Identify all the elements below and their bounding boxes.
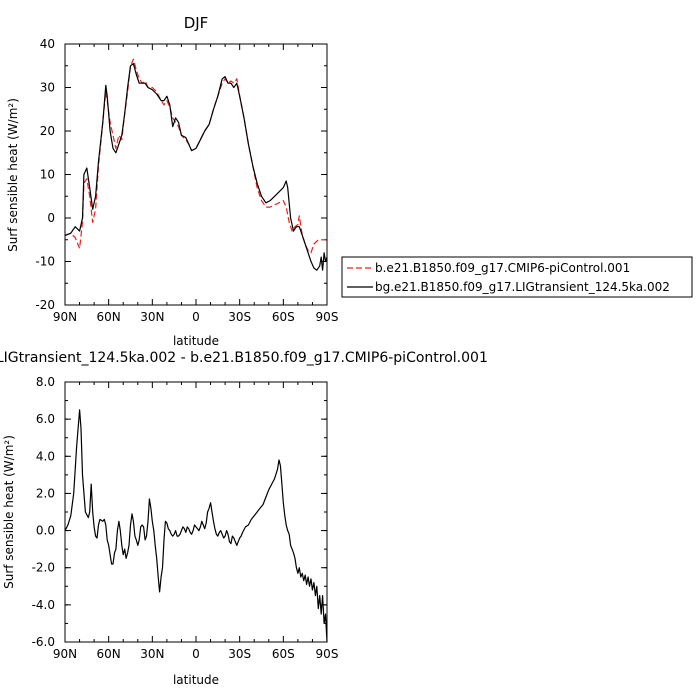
ticks-bottom: 90N 60N 30N 0 30S 60S 90S -6.0 -4.0 -2.0 0.0 2.0 4.0…: [32, 375, 339, 661]
y-tick-label-bottom: 0.0: [36, 524, 55, 538]
y-tick-label-top: 40: [40, 37, 55, 51]
x-tick-label-top: 90S: [316, 310, 339, 324]
x-tick-label-bottom: 90S: [316, 647, 339, 661]
y-tick-label-bottom: 6.0: [36, 412, 55, 426]
y-tick-label-top: -10: [35, 255, 55, 269]
series-line-top-1: [64, 58, 327, 254]
x-tick-label-bottom: 60S: [272, 647, 295, 661]
y-tick-label-bottom: -2.0: [32, 561, 55, 575]
y-axis-label-top: Surf sensible heat (W/m²): [6, 98, 20, 252]
plot-frame-bottom: [64, 381, 328, 643]
ticks-top: 90N 60N 30N 0 30S 60S 90S -20 -10 0 10 20 30 40: [35, 37, 338, 324]
lines-bottom: [64, 409, 328, 643]
y-tick-label-bottom: 8.0: [36, 375, 55, 389]
series-line-top-2: [64, 63, 328, 271]
x-tick-label-top: 30S: [228, 310, 251, 324]
x-tick-label-top: 0: [192, 310, 200, 324]
y-tick-label-top: -20: [35, 298, 55, 312]
plot-frame-top: [64, 43, 328, 306]
y-tick-label-bottom: -6.0: [32, 635, 55, 649]
y-tick-label-top: 30: [40, 81, 55, 95]
x-tick-label-bottom: 30S: [228, 647, 251, 661]
x-tick-label-bottom: 90N: [53, 647, 77, 661]
legend: b.e21.B1850.f09_g17.CMIP6-piControl.001 …: [341, 256, 693, 298]
panel-top: DJF Surf sensible heat (W/m²) latitude 9…: [6, 14, 693, 348]
x-tick-label-top: 60S: [272, 310, 295, 324]
x-tick-label-bottom: 30N: [140, 647, 164, 661]
y-tick-label-top: 10: [40, 168, 55, 182]
chart-title-top: DJF: [184, 14, 209, 32]
x-axis-label-top: latitude: [173, 334, 219, 348]
y-tick-label-top: 0: [47, 211, 55, 225]
x-tick-label-top: 60N: [97, 310, 121, 324]
legend-frame: [341, 256, 693, 298]
x-tick-label-bottom: 60N: [97, 647, 121, 661]
x-axis-label-bottom: latitude: [173, 673, 219, 687]
x-tick-label-bottom: 0: [192, 647, 200, 661]
y-tick-label-bottom: 2.0: [36, 486, 55, 500]
series-line-bottom-1: [64, 409, 328, 643]
legend-label-series-2: bg.e21.B1850.f09_g17.LIGtransient_124.5k…: [375, 280, 670, 294]
y-tick-label-top: 20: [40, 124, 55, 138]
y-axis-label-bottom: Surf sensible heat (W/m²): [2, 435, 16, 589]
chart-title-bottom: bg.e21.B1850.f09_g17.LIGtransient_124.5k…: [0, 350, 488, 366]
y-tick-label-bottom: 4.0: [36, 449, 55, 463]
x-tick-label-top: 30N: [140, 310, 164, 324]
panel-bottom: bg.e21.B1850.f09_g17.LIGtransient_124.5k…: [0, 350, 488, 687]
legend-label-series-1: b.e21.B1850.f09_g17.CMIP6-piControl.001: [375, 261, 630, 275]
lines-top: [64, 58, 328, 271]
y-tick-label-bottom: -4.0: [32, 598, 55, 612]
x-tick-label-top: 90N: [53, 310, 77, 324]
